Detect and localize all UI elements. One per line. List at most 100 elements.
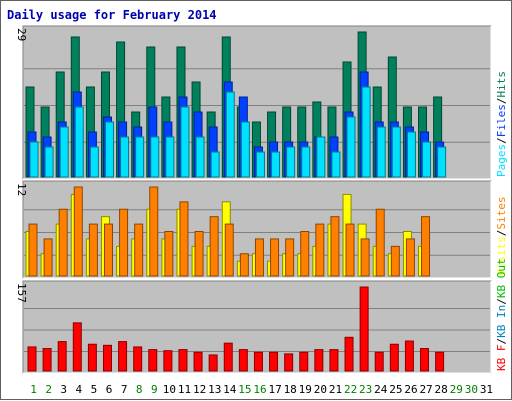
- bar-kb-f-day-16: [253, 351, 263, 372]
- x-tick-label-day-18: 18: [284, 383, 297, 396]
- bar-kb-f-day-17: [269, 351, 279, 372]
- bar-kb-f-day-25: [389, 343, 399, 372]
- bar-kb-f-day-19: [299, 351, 309, 372]
- bar-pages-day-18: [286, 146, 296, 178]
- x-tick-label-day-17: 17: [268, 383, 281, 396]
- x-tick-label-day-23: 23: [359, 383, 372, 396]
- bar-kb-f-day-26: [404, 340, 414, 372]
- legend-item-hits: Hits: [495, 71, 508, 98]
- x-tick-label-day-27: 27: [419, 383, 432, 396]
- bar-kb-f-day-11: [178, 349, 188, 372]
- x-tick-label-day-13: 13: [208, 383, 221, 396]
- bar-sites-day-19: [300, 231, 310, 277]
- x-tick-label-day-4: 4: [76, 383, 83, 396]
- legend-item-files: Files: [495, 104, 508, 137]
- x-tick-label-day-22: 22: [344, 383, 357, 396]
- legend-item-kb-f: KB F: [495, 345, 508, 372]
- y-max-label-2: 12: [15, 183, 28, 196]
- y-max-label-1: 29: [15, 28, 28, 41]
- bar-pages-day-19: [301, 146, 311, 178]
- legend-1: Pages/Files/Hits: [495, 71, 508, 177]
- bar-pages-day-17: [271, 151, 281, 178]
- bar-sites-day-25: [390, 245, 400, 277]
- bar-sites-day-16: [254, 238, 264, 277]
- bar-kb-f-day-21: [329, 349, 339, 372]
- bar-sites-day-3: [58, 208, 68, 277]
- bar-sites-day-26: [405, 238, 415, 277]
- x-tick-label-day-6: 6: [106, 383, 113, 396]
- bar-pages-day-6: [104, 121, 114, 178]
- bar-kb-f-day-12: [193, 351, 203, 372]
- bar-sites-day-11: [179, 201, 189, 277]
- x-tick-label-day-3: 3: [60, 383, 67, 396]
- bar-kb-f-day-27: [420, 348, 430, 372]
- bar-kb-f-day-13: [208, 354, 218, 372]
- bar-kb-f-day-9: [148, 349, 158, 372]
- bar-kb-f-day-28: [435, 351, 445, 372]
- bar-kb-f-day-20: [314, 349, 324, 372]
- x-tick-label-day-26: 26: [404, 383, 417, 396]
- bar-kb-f-day-22: [344, 336, 354, 372]
- bar-pages-day-9: [150, 136, 160, 178]
- legend-item-pages: Pages: [495, 144, 508, 177]
- bar-sites-day-9: [149, 186, 159, 277]
- bar-kb-f-day-5: [87, 343, 97, 372]
- bar-pages-day-3: [59, 126, 69, 178]
- x-tick-label-day-30: 30: [465, 383, 478, 396]
- bar-sites-day-15: [239, 253, 249, 277]
- bar-kb-f-day-15: [238, 349, 248, 372]
- bar-pages-day-22: [346, 116, 356, 178]
- bar-pages-day-8: [135, 136, 145, 178]
- bar-sites-day-6: [103, 223, 113, 277]
- bar-sites-day-27: [421, 216, 431, 277]
- x-tick-label-day-29: 29: [450, 383, 463, 396]
- bar-sites-day-5: [88, 223, 98, 277]
- bar-pages-day-24: [376, 126, 386, 178]
- x-tick-label-day-10: 10: [163, 383, 176, 396]
- x-tick-label-day-12: 12: [193, 383, 206, 396]
- bar-pages-day-15: [240, 121, 250, 178]
- x-tick-label-day-11: 11: [178, 383, 191, 396]
- bar-sites-day-14: [224, 223, 234, 277]
- bar-pages-day-23: [361, 86, 371, 178]
- bar-pages-day-4: [74, 106, 84, 178]
- bar-sites-day-13: [209, 216, 219, 277]
- legend-separator: /: [495, 98, 508, 105]
- bar-pages-day-26: [406, 131, 416, 178]
- x-tick-label-day-31: 31: [480, 383, 493, 396]
- bar-kb-f-day-24: [374, 351, 384, 372]
- x-tick-label-day-28: 28: [435, 383, 448, 396]
- bar-sites-day-8: [134, 223, 144, 277]
- legend-3: KB F/KB In/KB Out: [495, 258, 508, 371]
- bar-kb-f-day-6: [102, 344, 112, 372]
- bar-pages-day-14: [225, 91, 235, 178]
- bar-kb-f-day-8: [133, 346, 143, 372]
- bar-sites-day-22: [345, 223, 355, 277]
- x-tick-label-day-24: 24: [374, 383, 388, 396]
- bar-sites-day-7: [119, 208, 129, 277]
- legend-item-kb-in: KB In: [495, 305, 508, 338]
- legend-separator: /: [495, 338, 508, 345]
- bar-sites-day-10: [164, 231, 174, 277]
- bar-pages-day-12: [195, 136, 205, 178]
- bar-sites-day-12: [194, 231, 204, 277]
- bar-kb-f-day-7: [118, 341, 128, 372]
- bar-pages-day-5: [89, 146, 99, 178]
- legend-separator: /: [495, 137, 508, 144]
- bar-pages-day-13: [210, 151, 220, 178]
- bar-kb-f-day-2: [42, 348, 52, 372]
- x-tick-label-day-9: 9: [151, 383, 158, 396]
- bar-sites-day-1: [28, 223, 38, 277]
- bar-pages-day-27: [422, 141, 432, 178]
- legend-item-kb-out: KB Out: [495, 258, 508, 298]
- bar-pages-day-7: [120, 136, 130, 178]
- bar-pages-day-28: [437, 146, 447, 178]
- bar-kb-f-day-1: [27, 346, 37, 372]
- bar-sites-day-4: [73, 186, 83, 277]
- legend-separator: /: [495, 298, 508, 305]
- x-tick-label-day-15: 15: [238, 383, 251, 396]
- x-tick-label-day-2: 2: [45, 383, 52, 396]
- bar-pages-day-20: [316, 136, 326, 178]
